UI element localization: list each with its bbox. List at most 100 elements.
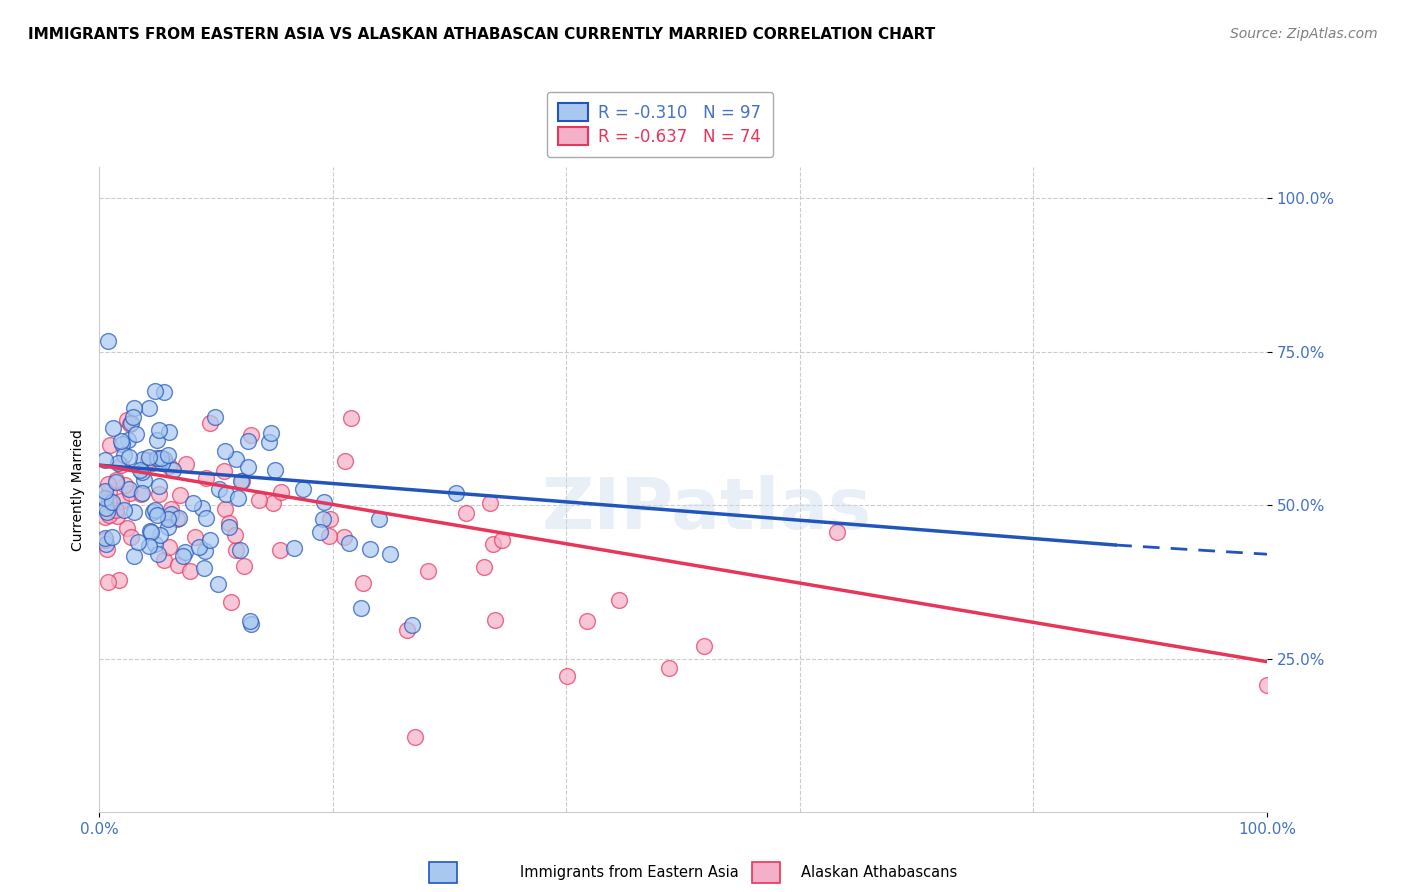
Point bbox=[143, 537, 166, 551]
Point bbox=[607, 593, 630, 607]
Point bbox=[138, 453, 160, 467]
Point bbox=[110, 458, 132, 472]
Point bbox=[139, 525, 162, 540]
Point bbox=[214, 501, 236, 516]
Point bbox=[173, 545, 195, 559]
Point bbox=[221, 595, 243, 609]
Point bbox=[138, 401, 160, 416]
Point bbox=[157, 510, 180, 524]
Point bbox=[481, 537, 503, 551]
Point bbox=[312, 512, 335, 526]
Point bbox=[157, 540, 180, 554]
Point bbox=[214, 486, 236, 500]
Point bbox=[97, 493, 120, 508]
Point bbox=[236, 460, 259, 475]
Point bbox=[228, 491, 250, 505]
Point bbox=[128, 463, 150, 477]
Point bbox=[142, 505, 165, 519]
Point bbox=[232, 559, 254, 574]
Point bbox=[309, 524, 332, 539]
Point bbox=[98, 438, 121, 452]
Point bbox=[352, 575, 374, 590]
Point bbox=[101, 530, 124, 544]
Point bbox=[146, 547, 169, 561]
Point bbox=[107, 509, 129, 524]
Point bbox=[127, 535, 149, 549]
Point bbox=[110, 434, 132, 448]
Y-axis label: Currently Married: Currently Married bbox=[72, 429, 86, 550]
Point bbox=[122, 401, 145, 415]
Point bbox=[150, 450, 173, 465]
Point bbox=[484, 613, 506, 627]
Point bbox=[557, 669, 579, 683]
Point bbox=[94, 491, 117, 505]
Text: Alaskan Athabascans: Alaskan Athabascans bbox=[801, 865, 957, 880]
Point bbox=[378, 547, 401, 561]
Point bbox=[157, 511, 180, 525]
Point bbox=[179, 564, 201, 578]
Point bbox=[319, 512, 342, 526]
Point bbox=[117, 413, 139, 427]
Point bbox=[337, 536, 360, 550]
Point bbox=[333, 530, 356, 544]
Point bbox=[195, 471, 218, 485]
Point bbox=[94, 533, 117, 547]
Point bbox=[118, 482, 141, 496]
Point bbox=[212, 464, 235, 478]
Point bbox=[149, 528, 172, 542]
Point bbox=[131, 451, 153, 466]
Point bbox=[148, 423, 170, 437]
Point bbox=[262, 496, 284, 510]
Point bbox=[229, 543, 252, 558]
Point bbox=[416, 565, 439, 579]
Point bbox=[107, 573, 129, 587]
Point bbox=[191, 501, 214, 516]
Point bbox=[94, 510, 117, 524]
Point bbox=[117, 434, 139, 448]
Point bbox=[94, 537, 117, 551]
Text: Source: ZipAtlas.com: Source: ZipAtlas.com bbox=[1230, 27, 1378, 41]
Point bbox=[240, 617, 263, 632]
Point bbox=[97, 477, 120, 491]
Point bbox=[157, 425, 180, 439]
Point bbox=[658, 661, 681, 675]
Point bbox=[138, 450, 160, 464]
Point bbox=[97, 574, 120, 589]
Point bbox=[104, 474, 127, 488]
Point bbox=[270, 484, 292, 499]
Text: ZIPatlas: ZIPatlas bbox=[541, 475, 872, 543]
Point bbox=[107, 456, 129, 470]
Point bbox=[157, 459, 180, 474]
Point bbox=[318, 529, 340, 543]
Point bbox=[139, 524, 162, 538]
Point bbox=[162, 463, 184, 477]
Point bbox=[454, 506, 477, 520]
Point bbox=[312, 495, 335, 509]
Point bbox=[292, 482, 315, 496]
Point bbox=[340, 410, 363, 425]
Point bbox=[236, 434, 259, 448]
Point bbox=[181, 496, 204, 510]
Point bbox=[229, 474, 252, 488]
Point bbox=[121, 409, 143, 424]
Point bbox=[94, 452, 117, 467]
Point bbox=[153, 452, 176, 467]
Point bbox=[349, 600, 371, 615]
Point bbox=[94, 501, 117, 516]
Point bbox=[247, 493, 270, 508]
Point bbox=[97, 334, 120, 348]
Text: IMMIGRANTS FROM EASTERN ASIA VS ALASKAN ATHABASCAN CURRENTLY MARRIED CORRELATION: IMMIGRANTS FROM EASTERN ASIA VS ALASKAN … bbox=[28, 27, 935, 42]
Point bbox=[110, 493, 132, 508]
Point bbox=[120, 416, 142, 430]
Point bbox=[204, 410, 226, 425]
Point bbox=[401, 617, 423, 632]
Point bbox=[208, 482, 231, 496]
Point bbox=[214, 443, 236, 458]
Point bbox=[105, 503, 128, 517]
Point bbox=[131, 486, 153, 500]
Point bbox=[172, 549, 194, 563]
Point bbox=[114, 478, 136, 492]
Point bbox=[160, 507, 183, 521]
Point bbox=[174, 457, 197, 471]
Point bbox=[101, 495, 124, 509]
